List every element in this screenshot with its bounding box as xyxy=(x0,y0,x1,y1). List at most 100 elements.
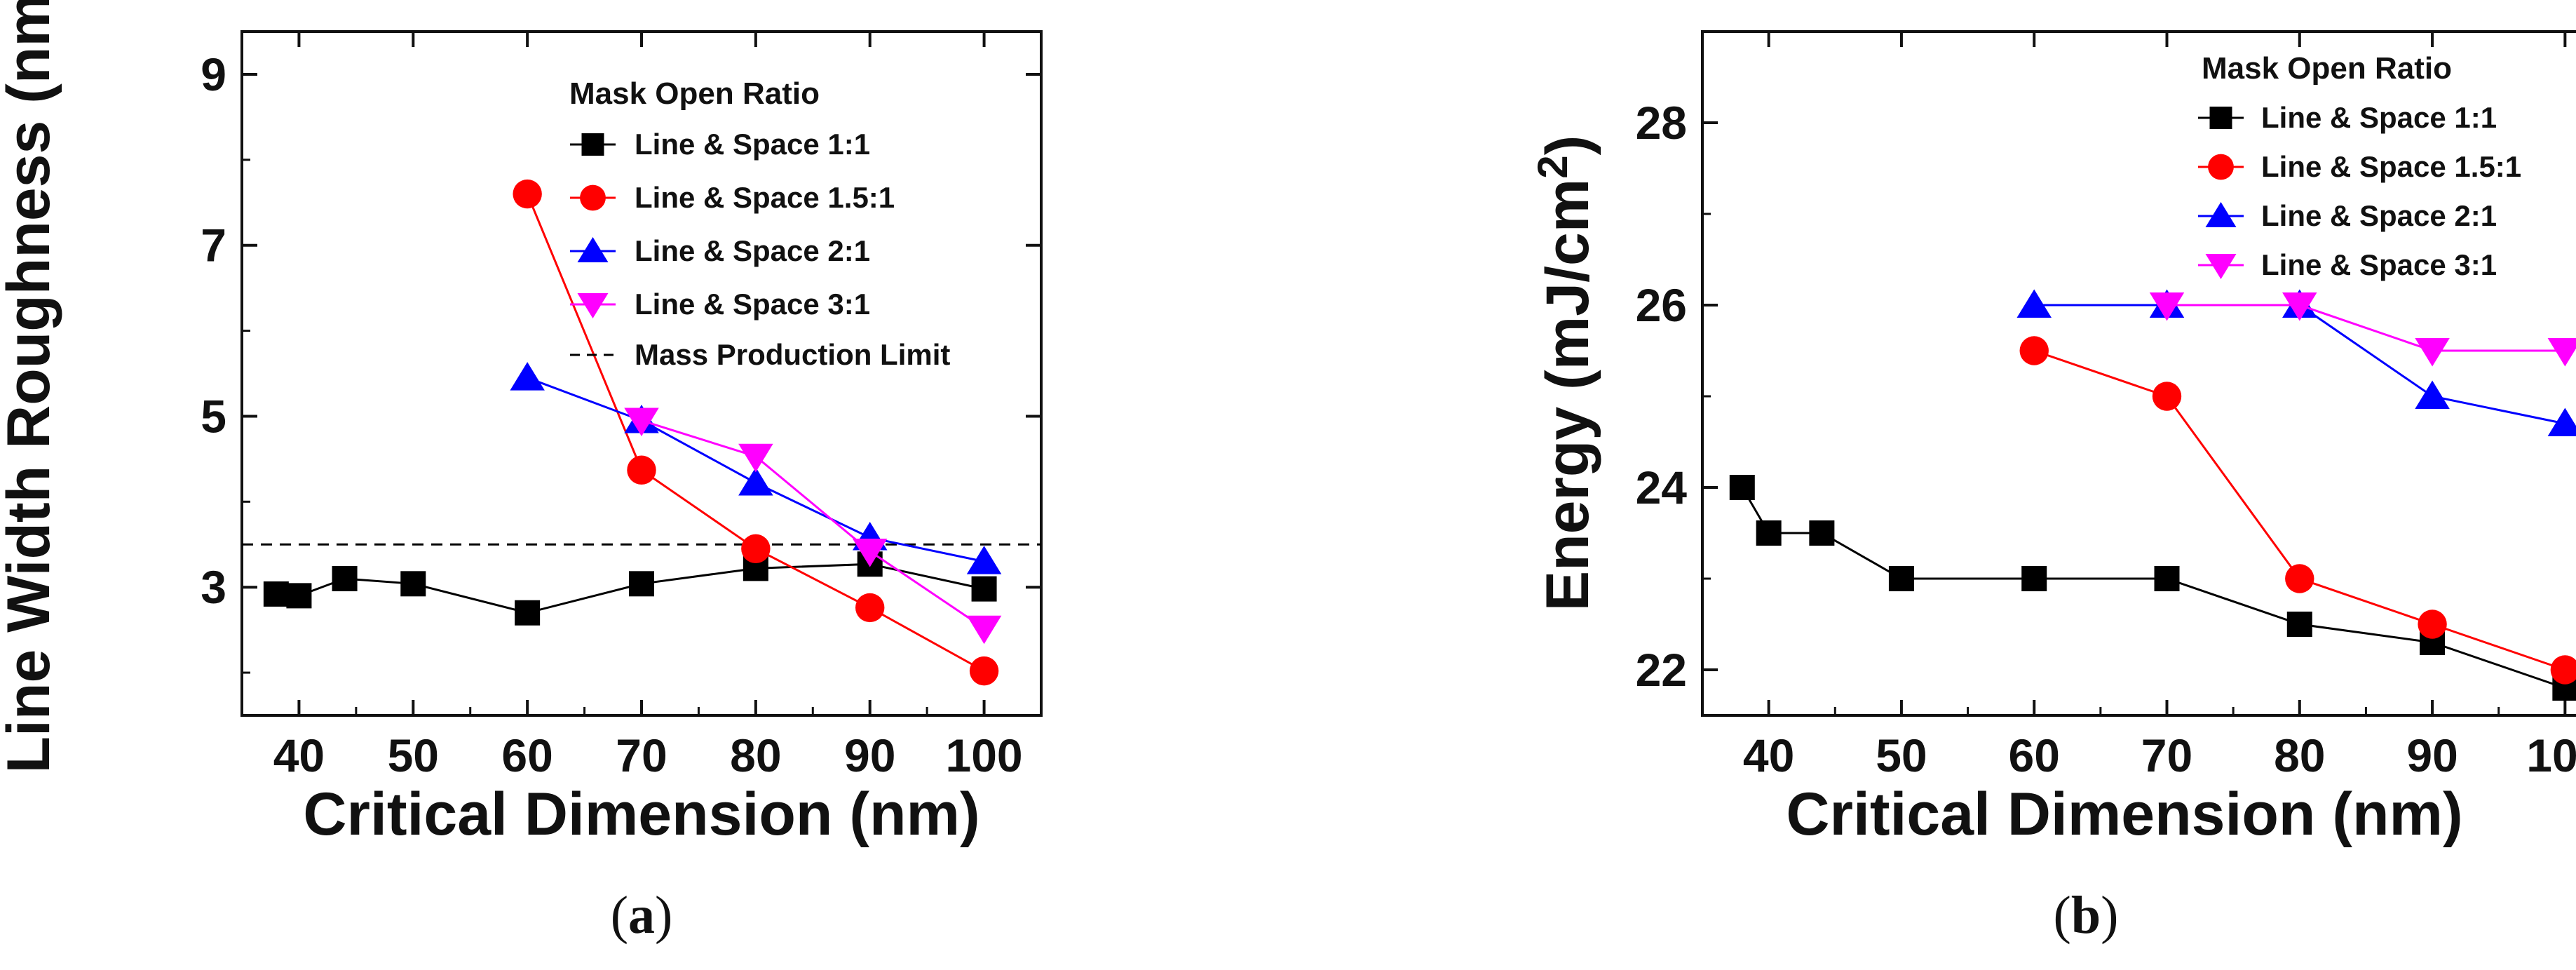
legend-item: Line & Space 1:1 xyxy=(570,128,870,161)
data-point xyxy=(966,615,1002,645)
legend-item: Line & Space 2:1 xyxy=(2198,199,2497,232)
legend-label: Line & Space 2:1 xyxy=(635,234,870,267)
legend-item: Line & Space 1:1 xyxy=(2198,101,2497,134)
legend-marker xyxy=(577,293,609,318)
series-line xyxy=(1741,487,2565,689)
legend: Mask Open Ratio Line & Space 1:1 Line & Sp… xyxy=(2198,51,2521,281)
series-1 xyxy=(1729,475,2576,701)
data-point xyxy=(969,656,999,686)
legend-marker xyxy=(581,133,604,156)
data-point xyxy=(741,534,771,564)
legend-label: Line & Space 1.5:1 xyxy=(2261,150,2521,183)
data-point xyxy=(2019,336,2049,365)
data-point xyxy=(400,571,426,597)
legend-label: Mass Production Limit xyxy=(635,338,950,371)
data-point xyxy=(624,407,659,437)
data-point xyxy=(738,467,773,496)
y-tick-label: 24 xyxy=(1636,462,1688,513)
legend-marker xyxy=(2205,202,2237,227)
data-point xyxy=(2418,609,2447,639)
series-1 xyxy=(263,551,997,626)
legend-label: Line & Space 1:1 xyxy=(2261,101,2497,134)
legend-item: Line & Space 1.5:1 xyxy=(570,181,895,214)
data-point xyxy=(2550,655,2576,685)
legend-title: Mask Open Ratio xyxy=(2202,51,2452,86)
caption-letter: a xyxy=(628,886,655,945)
legend-label: Line & Space 3:1 xyxy=(2261,248,2497,281)
caption-open-paren: ( xyxy=(611,886,628,945)
x-tick-label: 50 xyxy=(388,729,439,781)
data-point xyxy=(2286,612,2312,637)
data-point xyxy=(855,593,885,623)
data-point xyxy=(2149,292,2185,321)
data-point xyxy=(971,576,997,602)
legend-item: Line & Space 3:1 xyxy=(570,288,870,321)
x-tick-label: 60 xyxy=(501,729,553,781)
y-tick-label: 9 xyxy=(201,48,226,100)
caption-open-paren: ( xyxy=(2054,886,2071,945)
legend-marker xyxy=(580,184,606,211)
series-line xyxy=(2034,304,2565,425)
data-point xyxy=(852,539,888,567)
data-point xyxy=(2021,566,2047,591)
data-point xyxy=(515,600,541,626)
data-point xyxy=(2154,566,2180,591)
data-point xyxy=(1756,520,1782,546)
y-tick-label: 22 xyxy=(1636,644,1687,696)
data-point xyxy=(1729,475,1755,500)
chart-panel-a: 40 50 60 70 80 90 100 3 5 7 9 Mask Open Ratio Line &… xyxy=(0,0,1043,848)
panel-caption: (a) xyxy=(611,886,673,945)
data-point xyxy=(2152,382,2182,411)
legend-marker xyxy=(2209,107,2232,129)
legend-title: Mask Open Ratio xyxy=(569,76,820,111)
x-tick-label: 80 xyxy=(730,729,781,781)
y-axis-title: Energy (mJ/cm2) xyxy=(1529,135,1601,612)
data-point xyxy=(2285,564,2314,593)
plot-frame xyxy=(1701,30,2576,717)
y-axis-title-close: ) xyxy=(1534,135,1601,156)
series-line xyxy=(641,419,985,629)
x-tick-label: 90 xyxy=(844,729,895,781)
x-tick-label: 100 xyxy=(2526,729,2576,781)
series-4 xyxy=(2149,292,2576,367)
data-point xyxy=(2415,338,2450,367)
data-point xyxy=(2547,338,2576,367)
x-tick-label: 90 xyxy=(2406,729,2458,781)
legend-label: Line & Space 3:1 xyxy=(635,288,870,321)
legend-item: Line & Space 2:1 xyxy=(570,234,870,267)
legend-label: Line & Space 1.5:1 xyxy=(635,181,895,214)
series-4 xyxy=(624,407,1002,645)
data-point xyxy=(510,362,545,391)
chart-panel-b: 40 50 60 70 80 90 100 22 24 26 28 Mask Open Ratio Li… xyxy=(1529,30,2576,848)
data-point xyxy=(629,571,654,597)
x-tick-label: 70 xyxy=(2141,729,2192,781)
data-point xyxy=(738,443,773,473)
legend-item-reference: Mass Production Limit xyxy=(570,338,950,371)
x-tick-label: 60 xyxy=(2009,729,2060,781)
caption-close-paren: ) xyxy=(655,886,672,945)
data-point xyxy=(2282,292,2317,321)
legend-item: Line & Space 1.5:1 xyxy=(2198,150,2521,183)
x-tick-label: 80 xyxy=(2274,729,2325,781)
panel-caption: (b) xyxy=(2054,886,2119,945)
x-tick-label: 50 xyxy=(1876,729,1927,781)
legend-marker xyxy=(2208,154,2234,180)
caption-close-paren: ) xyxy=(2101,886,2118,945)
y-tick-label: 28 xyxy=(1636,97,1687,149)
legend-label: Line & Space 1:1 xyxy=(635,128,870,161)
legend: Mask Open Ratio Line & Space 1:1 Line & Sp… xyxy=(569,76,950,371)
data-point xyxy=(1888,566,1914,591)
x-axis-title: Critical Dimension (nm) xyxy=(303,781,979,848)
data-point xyxy=(2547,407,2576,436)
y-axis-title-text: Line Width Roughness (nm) xyxy=(0,0,62,774)
legend-item: Line & Space 3:1 xyxy=(2198,248,2497,281)
series-2 xyxy=(2019,336,2576,685)
y-axis-title-superscript: 2 xyxy=(1529,155,1576,178)
legend-marker xyxy=(2205,254,2237,279)
legend-label: Line & Space 2:1 xyxy=(2261,199,2497,232)
data-point xyxy=(286,583,312,609)
series-2 xyxy=(513,179,999,686)
data-point xyxy=(627,455,656,485)
data-point xyxy=(1809,520,1835,546)
data-point xyxy=(263,581,289,607)
